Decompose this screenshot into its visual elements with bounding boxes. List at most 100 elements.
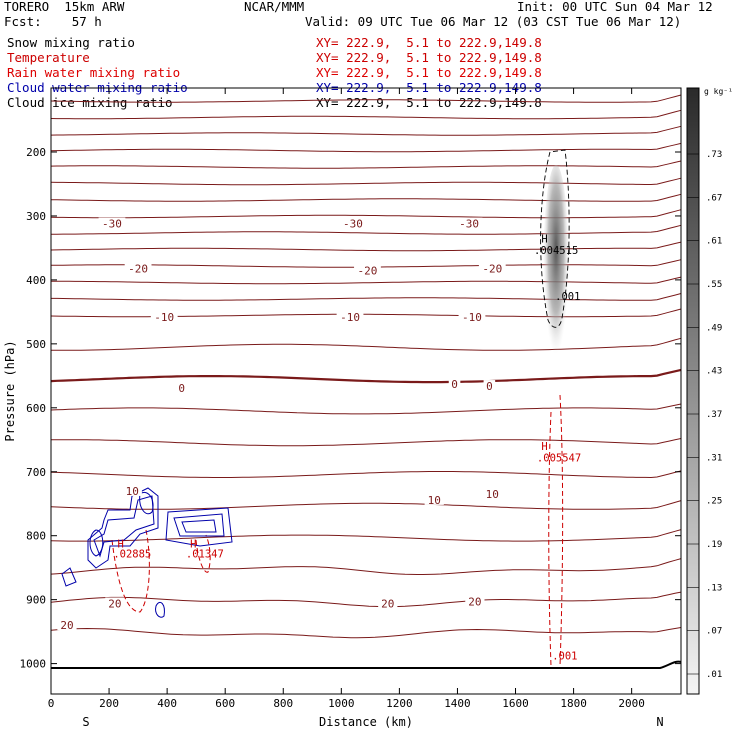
isotherm: [50, 529, 682, 542]
isotherm: [51, 276, 682, 285]
isotherm: [50, 125, 682, 136]
isotherm: [51, 293, 682, 301]
x-tick-label: 1400: [444, 697, 471, 710]
colorbar-label: .13: [706, 583, 722, 593]
org-title: NCAR/MMM: [244, 0, 305, 14]
mixing-ratio-fields: [51, 149, 682, 669]
cloud-water-contour: [89, 529, 104, 557]
temperature-label: 0: [178, 382, 185, 395]
colorbar-label: .67: [706, 193, 722, 203]
isotherm: [50, 403, 682, 415]
rain-contour-mid: [195, 534, 211, 573]
isotherm: [50, 193, 682, 202]
y-tick-label: 400: [26, 274, 46, 287]
colorbar-label: .31: [706, 453, 722, 463]
colorbar-label: .55: [706, 280, 722, 290]
isotherm: [50, 591, 682, 608]
y-tick-label: 800: [26, 530, 46, 543]
legend-temperature: Temperature: [7, 50, 90, 65]
extremum-label: .01347: [186, 549, 224, 561]
colorbar-label: .49: [706, 323, 722, 333]
extremum-label: H: [541, 233, 547, 245]
valid-time: Valid: 09 UTC Tue 06 Mar 12 (03 CST Tue …: [305, 14, 682, 29]
temperature-label: -30: [459, 218, 479, 231]
y-tick-label: 1000: [20, 658, 47, 671]
forecast-hour: Fcst: 57 h: [4, 14, 102, 29]
temperature-label: -10: [340, 311, 360, 324]
snow-contour: [540, 149, 570, 328]
x-axis-label: Distance (km): [319, 715, 413, 729]
colorbar-label: .19: [706, 540, 722, 550]
colorbar-label: .61: [706, 237, 722, 247]
y-tick-label: 600: [26, 402, 46, 415]
y-tick-label: 300: [26, 210, 46, 223]
extremum-label: .02885: [113, 549, 151, 561]
temperature-label: 0: [486, 380, 493, 393]
x-tick-label: 400: [157, 697, 177, 710]
contour-labels: -30 -30 -30 -20 -20 -20 -10 -10 -10 0 0 0 10 10 10 20 20…: [57, 217, 581, 662]
isotherm: [50, 160, 682, 169]
y-tick-label: 500: [26, 338, 46, 351]
temperature-label: 20: [468, 596, 481, 609]
isotherm: [51, 438, 682, 447]
cloud-water-contour: [155, 601, 165, 618]
x-tick-label: 1200: [386, 697, 413, 710]
isotherm: [50, 209, 682, 219]
isotherm: [51, 224, 682, 235]
isotherm: [50, 308, 682, 318]
legend-rain-xy: XY= 222.9, 5.1 to 222.9,149.8: [316, 65, 542, 80]
colorbar-label: .37: [706, 410, 722, 420]
colorbar-bar: [686, 87, 700, 695]
temperature-label: 0: [451, 378, 458, 391]
x-tick-label: 600: [215, 697, 235, 710]
x-tick-label: 1000: [328, 697, 355, 710]
isotherm: [50, 558, 682, 575]
isotherm: [50, 470, 682, 479]
temperature-label: 10: [126, 485, 139, 498]
temperature-label: -10: [462, 311, 482, 324]
y-tick-label: 900: [26, 594, 46, 607]
isotherm: [50, 241, 682, 252]
temperature-label: 20: [60, 619, 73, 632]
colorbar-label: .73: [706, 150, 722, 160]
temperature-label: -20: [482, 262, 502, 275]
isotherm: [51, 337, 682, 351]
temperature-label: -30: [343, 218, 363, 231]
legend-temperature-xy: XY= 222.9, 5.1 to 222.9,149.8: [316, 50, 542, 65]
temperature-label: 10: [428, 494, 441, 507]
legend-cloud-ice-xy: XY= 222.9, 5.1 to 222.9,149.8: [316, 95, 542, 110]
x-tick-label: 1600: [502, 697, 529, 710]
plot-frame: [50, 87, 682, 695]
y-tick-label: 700: [26, 466, 46, 479]
isotherm: [50, 109, 682, 120]
extremum-label: .004515: [534, 245, 578, 257]
isotherm: [50, 500, 682, 510]
temperature-label: -20: [128, 262, 148, 275]
isotherm: [50, 177, 682, 186]
axes: 0 200 400 600 800 1000 1200 1400 1600 1800 2000200…: [3, 87, 682, 729]
x-tick-label: 2000: [618, 697, 645, 710]
x-tick-label: 200: [99, 697, 119, 710]
cloud-water-contour: [181, 519, 217, 533]
extremum-label: H: [190, 538, 196, 550]
cloud-water-contour: [139, 492, 154, 515]
isotherm: [50, 368, 682, 384]
extremum-label: H: [541, 441, 547, 453]
colorbar-label: .43: [706, 367, 722, 377]
temperature-label: 10: [486, 488, 499, 501]
init-time: Init: 00 UTC Sun 04 Mar 12: [517, 0, 713, 14]
extremum-label: .001: [555, 291, 580, 303]
rain-contour: [548, 394, 564, 667]
isotherm: [50, 142, 682, 153]
extremum-label: H: [118, 538, 124, 550]
temperature-label: -20: [358, 264, 378, 277]
x-end-label-right: N: [656, 715, 663, 729]
model-title: TORERO 15km ARW: [4, 0, 125, 14]
x-tick-label: 1800: [560, 697, 587, 710]
ground-line: [51, 660, 682, 669]
legend-snow-xy: XY= 222.9, 5.1 to 222.9,149.8: [316, 35, 542, 50]
colorbar-label: .01: [706, 670, 722, 680]
cloud-water-contour: [165, 507, 233, 547]
isotherm: [50, 94, 682, 103]
